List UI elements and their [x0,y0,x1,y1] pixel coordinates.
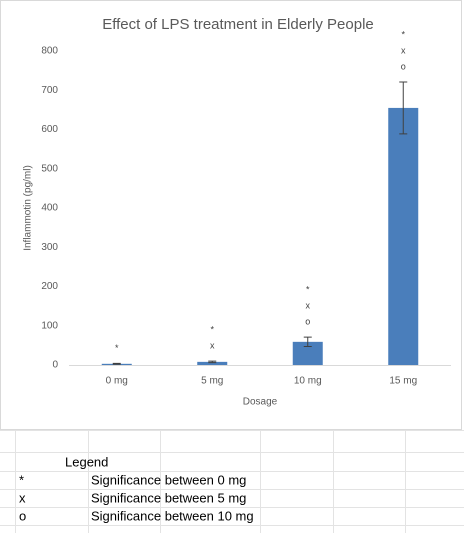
x-tick-label: 5 mg [201,376,223,387]
chart-area[interactable] [0,0,462,430]
significance-marker: x [306,301,311,311]
x-axis-label: Dosage [243,397,278,408]
bar [197,361,228,365]
significance-marker: o [401,61,406,71]
legend-symbol: o [19,508,26,523]
significance-marker: * [115,343,119,353]
significance-marker: * [401,29,405,39]
significance-marker: x [210,340,215,350]
legend-symbol: x [19,490,26,505]
error-bar [208,360,217,364]
error-bar [399,81,408,135]
bar [388,107,419,365]
error-bar [112,362,121,365]
y-tick-label: 800 [41,46,58,57]
significance-marker: * [210,324,214,334]
y-tick-label: 600 [41,124,58,135]
legend-symbol: * [19,472,24,487]
y-tick-label: 100 [41,320,58,331]
y-tick-label: 500 [41,163,58,174]
legend-text: Significance between 10 mg [91,508,254,523]
y-tick-label: 400 [41,203,58,214]
significance-marker: o [305,317,310,327]
bar [292,341,323,365]
legend-text: Significance between 0 mg [91,472,246,487]
y-tick-label: 200 [41,281,58,292]
legend-title: Legend [65,454,108,469]
y-tick-label: 300 [41,242,58,253]
error-bar [303,336,312,348]
x-tick-label: 10 mg [294,376,322,387]
y-tick-label: 0 [52,360,58,371]
chart-title: Effect of LPS treatment in Elderly Peopl… [102,16,374,33]
sheet-grid [0,430,464,533]
significance-marker: * [306,285,310,295]
x-tick-label: 15 mg [389,376,417,387]
y-tick-label: 700 [41,85,58,96]
legend-text: Significance between 5 mg [91,490,246,505]
significance-marker: x [401,45,406,55]
y-axis-label: Inflammotin (pg/ml) [23,165,34,251]
x-tick-label: 0 mg [106,376,128,387]
